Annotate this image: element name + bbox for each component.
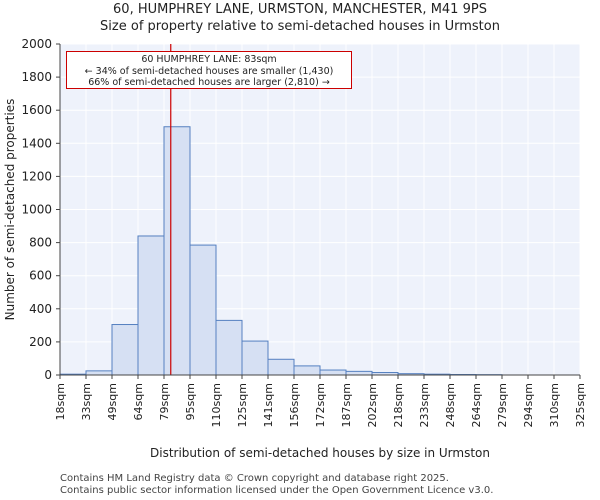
histogram-bar xyxy=(163,126,191,376)
x-tick-label: 325sqm xyxy=(574,383,587,427)
annotation-line-2: ← 34% of semi-detached houses are smalle… xyxy=(84,65,334,77)
footer-copyright: Contains HM Land Registry data © Crown c… xyxy=(60,473,449,484)
histogram-bar xyxy=(293,365,321,376)
x-tick-label: 95sqm xyxy=(184,383,197,420)
y-tick-label: 1400 xyxy=(21,136,52,150)
histogram-bar xyxy=(137,235,165,376)
x-tick-label: 218sqm xyxy=(392,383,405,427)
y-tick-label: 1600 xyxy=(21,103,52,117)
y-tick-label: 200 xyxy=(29,335,52,349)
chart-title: 60, HUMPHREY LANE, URMSTON, MANCHESTER, … xyxy=(113,2,487,17)
histogram-bar xyxy=(319,369,347,376)
histogram-bar xyxy=(85,370,113,376)
annotation-line-3: 66% of semi-detached houses are larger (… xyxy=(88,77,330,88)
x-tick-label: 310sqm xyxy=(548,383,561,427)
y-tick-label: 0 xyxy=(44,368,52,382)
x-tick-label: 64sqm xyxy=(132,383,145,420)
x-tick-label: 49sqm xyxy=(106,383,119,420)
y-tick-label: 600 xyxy=(29,269,52,283)
y-tick-label: 1200 xyxy=(21,169,52,183)
x-tick-label: 187sqm xyxy=(340,383,353,427)
annotation-line-1: 60 HUMPHREY LANE: 83sqm xyxy=(141,54,277,65)
x-tick-label: 33sqm xyxy=(80,383,93,420)
x-tick-label: 264sqm xyxy=(470,383,483,427)
histogram-bar xyxy=(345,370,373,376)
y-tick-label: 1800 xyxy=(21,70,52,84)
x-tick-label: 233sqm xyxy=(418,383,431,427)
histogram-chart: 0 200 400 600 800 1000 1200 1400 1600 1800 2000 18s… xyxy=(3,37,587,460)
y-axis-label: Number of semi-detached properties xyxy=(3,99,17,321)
x-tick-label: 294sqm xyxy=(522,383,535,427)
histogram-bar xyxy=(267,358,295,376)
x-tick-label: 248sqm xyxy=(444,383,457,427)
footer-licence: Contains public sector information licen… xyxy=(60,485,494,496)
histogram-bar xyxy=(215,319,243,376)
x-tick-label: 125sqm xyxy=(236,383,249,427)
chart-subtitle: Size of property relative to semi-detach… xyxy=(100,19,500,34)
x-axis-label: Distribution of semi-detached houses by … xyxy=(150,446,490,460)
x-tick-label: 141sqm xyxy=(262,383,275,427)
y-tick-label: 400 xyxy=(29,302,52,316)
y-tick-label: 1000 xyxy=(21,203,52,217)
x-tick-label: 110sqm xyxy=(210,383,223,427)
y-tick-label: 2000 xyxy=(21,37,52,51)
histogram-bar xyxy=(189,244,217,376)
histogram-bar xyxy=(241,340,269,376)
x-tick-label: 279sqm xyxy=(496,383,509,427)
histogram-bar xyxy=(111,324,139,376)
x-tick-label: 156sqm xyxy=(288,383,301,427)
x-tick-label: 202sqm xyxy=(366,383,379,427)
x-tick-label: 79sqm xyxy=(158,383,171,420)
property-annotation: 60 HUMPHREY LANE: 83sqm ← 34% of semi-de… xyxy=(66,51,352,89)
x-tick-label: 18sqm xyxy=(54,383,67,420)
y-tick-label: 800 xyxy=(29,236,52,250)
x-tick-label: 172sqm xyxy=(314,383,327,427)
